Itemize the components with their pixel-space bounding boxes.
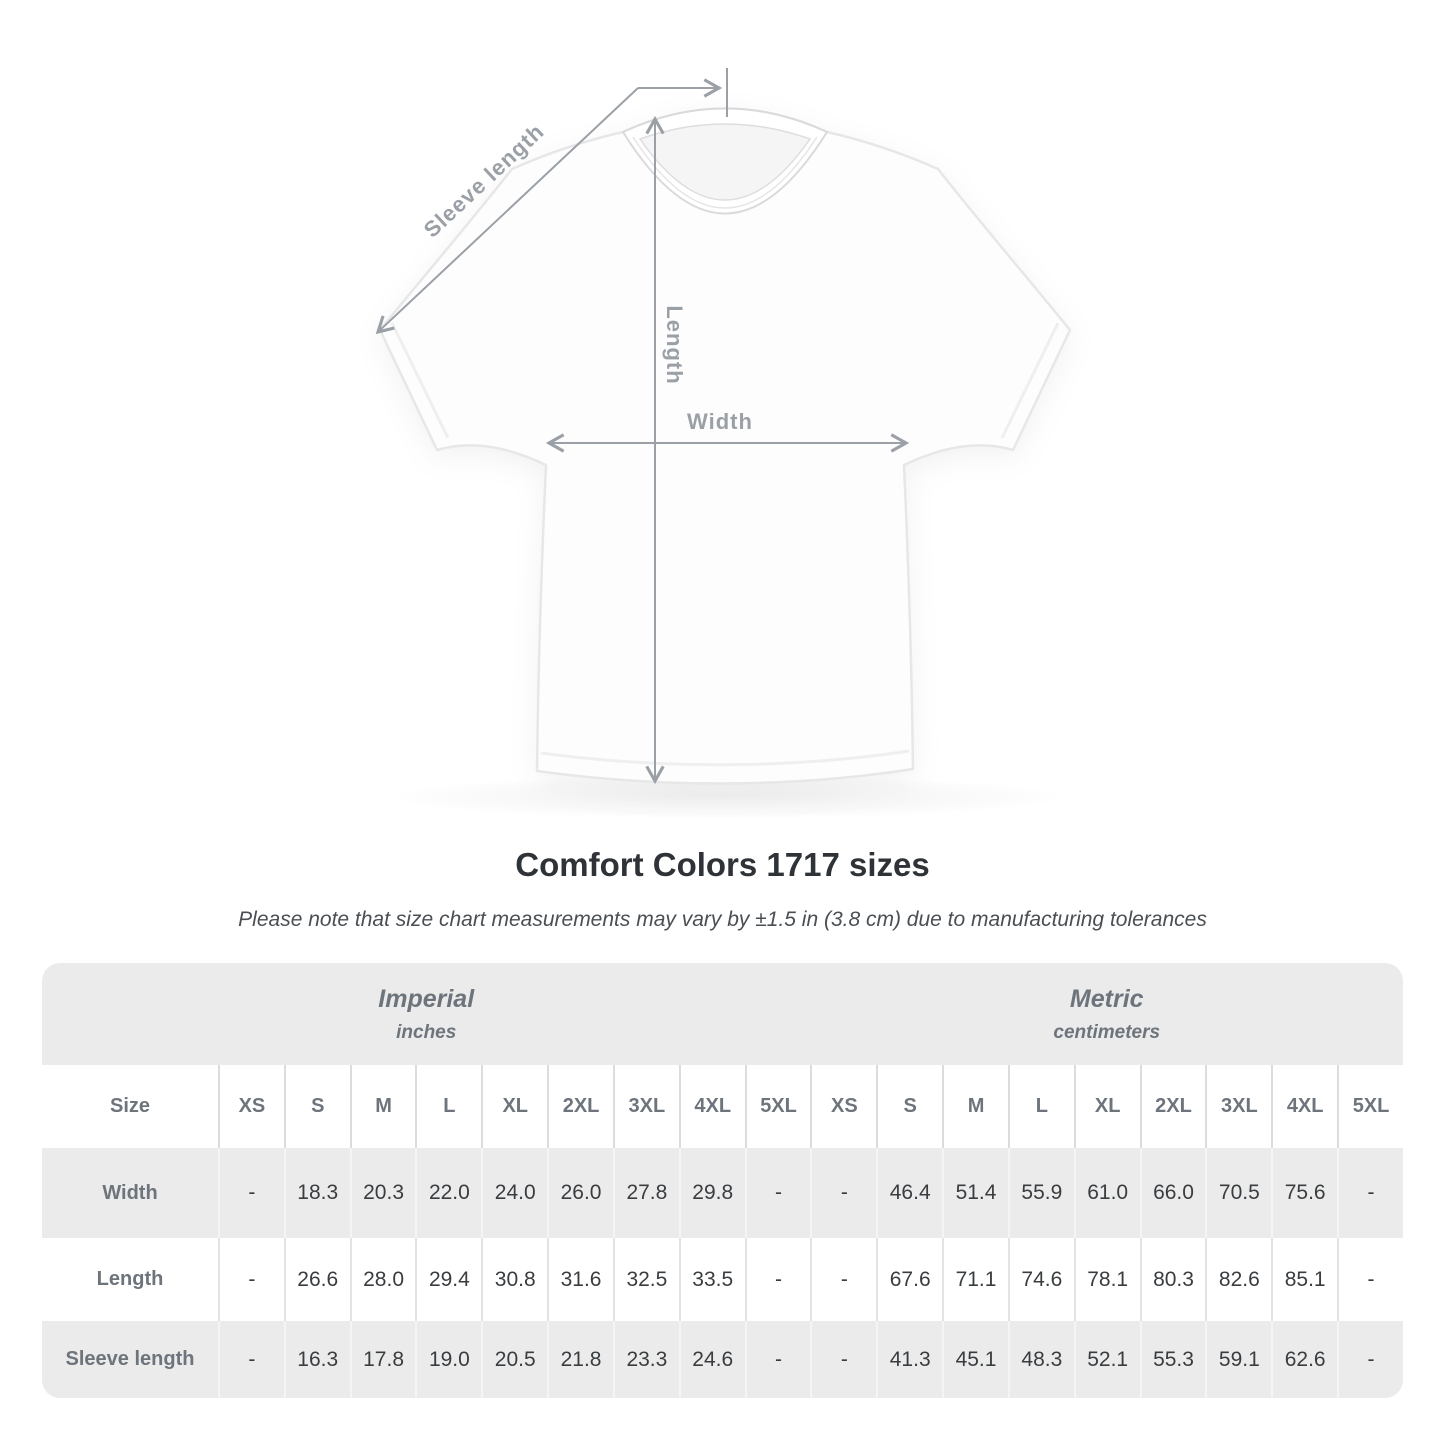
cell: 70.5 bbox=[1205, 1148, 1272, 1238]
cell: 26.0 bbox=[547, 1148, 613, 1238]
size-table: Imperial inches Metric centimeters Size … bbox=[42, 963, 1403, 1398]
cell: 26.6 bbox=[283, 1238, 350, 1321]
cell: 67.6 bbox=[876, 1238, 943, 1321]
cell: 33.5 bbox=[678, 1238, 745, 1321]
cell: - bbox=[810, 1321, 877, 1398]
length-label: Length bbox=[662, 305, 687, 384]
metric-size-s: S bbox=[876, 1065, 943, 1148]
cell: 23.3 bbox=[612, 1321, 679, 1398]
row-label-length: Length bbox=[42, 1238, 218, 1321]
cell: 27.8 bbox=[612, 1148, 679, 1238]
imperial-section-header: Imperial inches bbox=[42, 963, 811, 1065]
imperial-size-m: M bbox=[349, 1065, 416, 1148]
imperial-subtitle: inches bbox=[396, 1021, 457, 1043]
metric-size-3xl: 3XL bbox=[1205, 1065, 1272, 1148]
metric-section-header: Metric centimeters bbox=[810, 963, 1403, 1065]
cell: 41.3 bbox=[876, 1321, 943, 1398]
imperial-size-3xl: 3XL bbox=[612, 1065, 679, 1148]
cell: 74.6 bbox=[1007, 1238, 1074, 1321]
cell: 30.8 bbox=[481, 1238, 548, 1321]
cell: 45.1 bbox=[942, 1321, 1008, 1398]
cell: 55.9 bbox=[1007, 1148, 1074, 1238]
size-header-row: Size XS S M L XL 2XL 3XL 4XL 5XL XS S M … bbox=[42, 1065, 1403, 1148]
cell: 22.0 bbox=[415, 1148, 482, 1238]
metric-size-l: L bbox=[1007, 1065, 1074, 1148]
imperial-size-xl: XL bbox=[481, 1065, 548, 1148]
shirt-shadow bbox=[385, 775, 1065, 819]
cell: 29.8 bbox=[678, 1148, 745, 1238]
cell: 20.5 bbox=[481, 1321, 548, 1398]
cell: - bbox=[1337, 1238, 1403, 1321]
cell: - bbox=[744, 1321, 811, 1398]
imperial-size-xs: XS bbox=[218, 1065, 284, 1148]
cell: 18.3 bbox=[283, 1148, 350, 1238]
metric-subtitle: centimeters bbox=[1053, 1021, 1161, 1043]
tolerance-note: Please note that size chart measurements… bbox=[238, 908, 1207, 931]
metric-size-5xl: 5XL bbox=[1337, 1065, 1403, 1148]
imperial-size-5xl: 5XL bbox=[744, 1065, 811, 1148]
table-row-sleeve-length: Sleeve length - 16.3 17.8 19.0 20.5 21.8… bbox=[42, 1321, 1403, 1398]
cell: 78.1 bbox=[1073, 1238, 1140, 1321]
cell: - bbox=[810, 1148, 877, 1238]
width-label: Width bbox=[687, 409, 753, 434]
metric-size-2xl: 2XL bbox=[1139, 1065, 1206, 1148]
cell: 24.6 bbox=[678, 1321, 745, 1398]
imperial-title: Imperial bbox=[378, 984, 475, 1013]
cell: 46.4 bbox=[876, 1148, 943, 1238]
cell: 71.1 bbox=[942, 1238, 1008, 1321]
cell: 21.8 bbox=[547, 1321, 613, 1398]
cell: 61.0 bbox=[1073, 1148, 1140, 1238]
size-corner-header: Size bbox=[42, 1065, 218, 1148]
cell: 20.3 bbox=[349, 1148, 416, 1238]
cell: 19.0 bbox=[415, 1321, 482, 1398]
tshirt-illustration bbox=[378, 107, 1072, 785]
cell: 29.4 bbox=[415, 1238, 482, 1321]
cell: - bbox=[218, 1321, 284, 1398]
cell: - bbox=[1337, 1321, 1403, 1398]
cell: 24.0 bbox=[481, 1148, 548, 1238]
metric-size-xl: XL bbox=[1073, 1065, 1140, 1148]
cell: - bbox=[744, 1148, 811, 1238]
cell: 62.6 bbox=[1271, 1321, 1338, 1398]
cell: 48.3 bbox=[1007, 1321, 1074, 1398]
cell: 51.4 bbox=[942, 1148, 1008, 1238]
cell: 59.1 bbox=[1205, 1321, 1272, 1398]
cell: 66.0 bbox=[1139, 1148, 1206, 1238]
unit-section-row: Imperial inches Metric centimeters bbox=[42, 963, 1403, 1065]
imperial-size-s: S bbox=[283, 1065, 350, 1148]
imperial-size-l: L bbox=[415, 1065, 482, 1148]
cell: 85.1 bbox=[1271, 1238, 1338, 1321]
row-label-sleeve-length: Sleeve length bbox=[42, 1321, 218, 1398]
cell: 17.8 bbox=[349, 1321, 416, 1398]
cell: 82.6 bbox=[1205, 1238, 1272, 1321]
row-label-width: Width bbox=[42, 1148, 218, 1238]
imperial-size-4xl: 4XL bbox=[678, 1065, 745, 1148]
table-row-length: Length - 26.6 28.0 29.4 30.8 31.6 32.5 3… bbox=[42, 1238, 1403, 1321]
cell: 52.1 bbox=[1073, 1321, 1140, 1398]
cell: - bbox=[744, 1238, 811, 1321]
cell: 16.3 bbox=[283, 1321, 350, 1398]
metric-size-4xl: 4XL bbox=[1271, 1065, 1338, 1148]
cell: 32.5 bbox=[612, 1238, 679, 1321]
metric-size-m: M bbox=[942, 1065, 1008, 1148]
sleeve-length-arrow bbox=[375, 87, 639, 335]
size-table-card: Imperial inches Metric centimeters Size … bbox=[42, 963, 1403, 1398]
cell: 28.0 bbox=[349, 1238, 416, 1321]
cell: - bbox=[218, 1238, 284, 1321]
imperial-size-2xl: 2XL bbox=[547, 1065, 613, 1148]
cell: 75.6 bbox=[1271, 1148, 1338, 1238]
tshirt-diagram: Sleeve length Length Width bbox=[340, 55, 1110, 825]
cell: - bbox=[218, 1148, 284, 1238]
cell: 31.6 bbox=[547, 1238, 613, 1321]
cell: - bbox=[1337, 1148, 1403, 1238]
page-title: Comfort Colors 1717 sizes bbox=[515, 846, 930, 883]
cell: 55.3 bbox=[1139, 1321, 1206, 1398]
metric-title: Metric bbox=[1069, 984, 1144, 1013]
cell: 80.3 bbox=[1139, 1238, 1206, 1321]
cell: - bbox=[810, 1238, 877, 1321]
table-row-width: Width - 18.3 20.3 22.0 24.0 26.0 27.8 29… bbox=[42, 1148, 1403, 1238]
metric-size-xs: XS bbox=[810, 1065, 877, 1148]
